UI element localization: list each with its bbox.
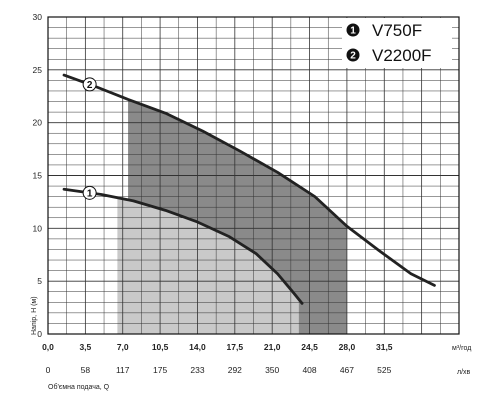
y-tick-label: 15 bbox=[33, 171, 43, 181]
y-tick-label: 0 bbox=[37, 329, 42, 339]
x-tick-label: 17,5 bbox=[227, 342, 244, 352]
legend: 1 V750F 2 V2200F bbox=[342, 18, 452, 68]
x-tick-label: 0,0 bbox=[42, 342, 54, 352]
legend-marker-1-num: 1 bbox=[350, 26, 356, 37]
x2-tick-label: 350 bbox=[265, 365, 279, 375]
x-axis-ticks: 0,0 3,5 7,0 10,5 14,0 17,5 21,0 24,5 28,0 31,5 bbox=[42, 342, 393, 352]
series-marker-label-1: 1 bbox=[87, 188, 93, 199]
operating-range-shading bbox=[117, 99, 347, 334]
y-tick-label: 30 bbox=[33, 12, 43, 22]
x2-tick-label: 233 bbox=[190, 365, 204, 375]
x-tick-label: 14,0 bbox=[189, 342, 206, 352]
series-line-1 bbox=[62, 187, 304, 305]
x-tick-label: 31,5 bbox=[376, 342, 393, 352]
x2-tick-label: 58 bbox=[81, 365, 91, 375]
y-tick-label: 20 bbox=[33, 118, 43, 128]
y-axis-label: Напір, Н (м) bbox=[30, 296, 38, 335]
x-axis-label: Об'ємна подача, Q bbox=[48, 383, 110, 391]
x2-tick-label: 292 bbox=[228, 365, 242, 375]
x2-tick-label: 408 bbox=[302, 365, 316, 375]
series-line-2 bbox=[62, 73, 436, 287]
y-axis-ticks: 0 5 10 15 20 25 30 bbox=[33, 12, 43, 339]
plot-border bbox=[47, 16, 460, 335]
legend-item-2: 2 V2200F bbox=[346, 46, 432, 65]
y-tick-label: 10 bbox=[33, 223, 43, 233]
pump-curves: 12 bbox=[62, 73, 436, 305]
x-axis-unit-bottom: л/хв bbox=[457, 369, 471, 376]
y-tick-label: 5 bbox=[37, 276, 42, 286]
x2-tick-label: 175 bbox=[153, 365, 167, 375]
x-tick-label: 28,0 bbox=[339, 342, 356, 352]
legend-label-1: V750F bbox=[372, 21, 422, 40]
x-tick-label: 24,5 bbox=[301, 342, 318, 352]
x-tick-label: 10,5 bbox=[152, 342, 169, 352]
legend-marker-1 bbox=[346, 23, 360, 37]
legend-item-1: 1 V750F bbox=[346, 21, 422, 40]
series-marker-label-2: 2 bbox=[87, 80, 93, 91]
series-marker-1 bbox=[82, 185, 97, 200]
x2-tick-label: 467 bbox=[340, 365, 354, 375]
x2-axis-ticks: 0 58 117 175 233 292 350 408 467 525 bbox=[46, 365, 392, 375]
x-tick-label: 7,0 bbox=[117, 342, 129, 352]
legend-marker-2-num: 2 bbox=[350, 51, 356, 62]
x2-tick-label: 0 bbox=[46, 365, 51, 375]
legend-background bbox=[342, 18, 452, 68]
y-tick-label: 25 bbox=[33, 65, 43, 75]
legend-label-2: V2200F bbox=[372, 46, 432, 65]
x-tick-label: 21,0 bbox=[264, 342, 281, 352]
legend-marker-2 bbox=[346, 48, 360, 62]
x2-tick-label: 525 bbox=[377, 365, 391, 375]
x2-tick-label: 117 bbox=[116, 365, 130, 375]
x-tick-label: 3,5 bbox=[79, 342, 91, 352]
series-marker-2 bbox=[82, 77, 97, 92]
x-axis-unit-top: м³/год bbox=[452, 345, 471, 352]
